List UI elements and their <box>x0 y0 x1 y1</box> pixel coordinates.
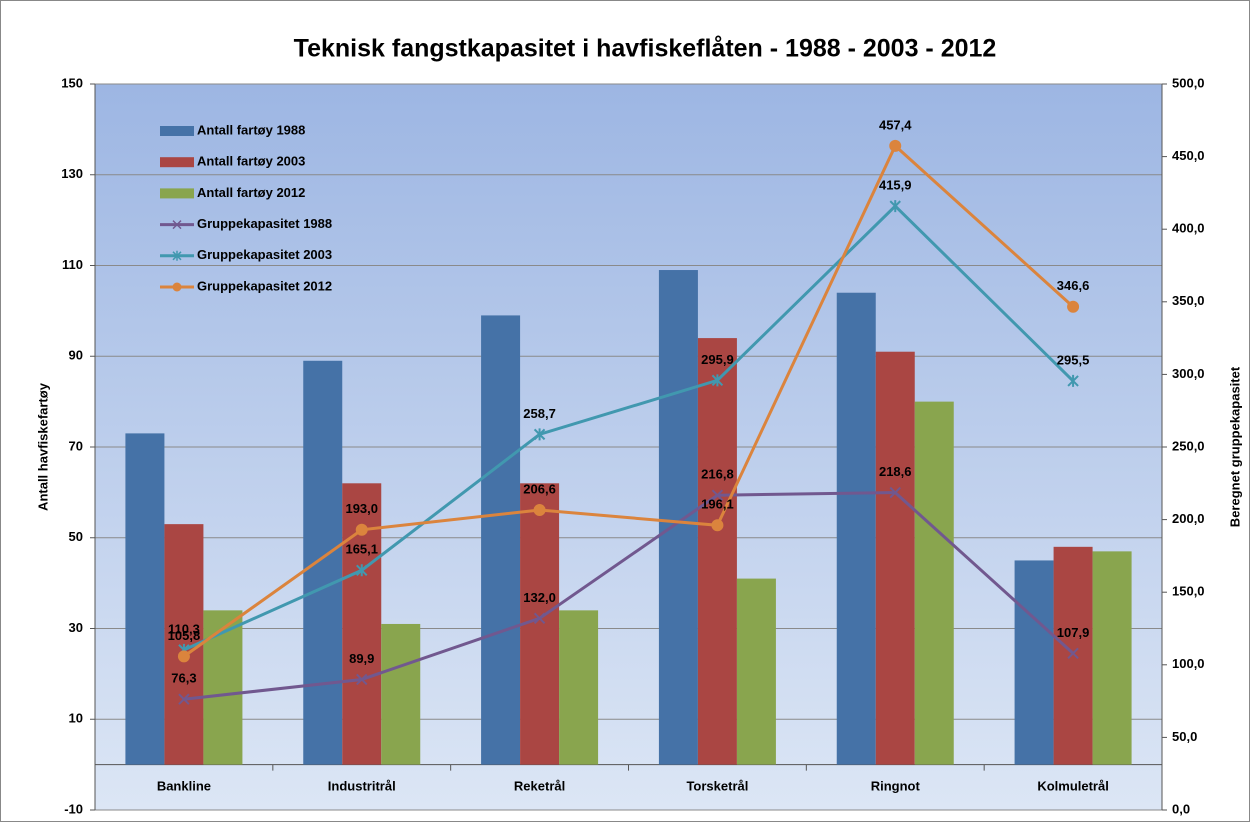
data-label: 76,3 <box>171 671 196 686</box>
bar <box>481 315 521 765</box>
line-marker <box>533 612 546 625</box>
line-marker <box>1067 300 1080 313</box>
legend-label: Gruppekapasitet 2012 <box>197 278 332 293</box>
line-marker <box>178 693 190 705</box>
y2-tick-label: 400,0 <box>1172 221 1205 236</box>
line-marker <box>177 650 190 663</box>
data-label: 110,3 <box>168 621 200 636</box>
y2-tick-label: 250,0 <box>1172 438 1205 453</box>
legend-label: Antall fartøy 1988 <box>197 122 305 137</box>
line-marker <box>889 139 902 152</box>
y-tick-label: 110 <box>62 257 83 272</box>
bar <box>836 292 876 765</box>
bar <box>1053 546 1093 765</box>
bar <box>736 578 776 765</box>
y2-axis-title: Beregnet gruppekapasitet <box>1227 366 1242 527</box>
bar <box>381 623 421 765</box>
bar <box>658 270 698 765</box>
x-tick-label: Kolmuletrål <box>1037 778 1109 793</box>
y-tick-label: 70 <box>69 438 83 453</box>
y-axis-title: Antall havfiskefartøy <box>35 382 50 511</box>
bar <box>914 401 954 765</box>
data-label: 457,4 <box>879 117 912 132</box>
legend-swatch <box>160 157 194 168</box>
line-marker <box>533 428 546 441</box>
x-tick-label: Bankline <box>157 778 211 793</box>
line-marker <box>711 374 724 387</box>
bar <box>303 360 343 765</box>
data-label: 415,9 <box>879 178 912 193</box>
y-tick-label: 30 <box>69 620 83 635</box>
line-marker <box>711 489 724 501</box>
bar <box>697 338 737 765</box>
legend-label: Antall fartøy 2012 <box>197 185 305 200</box>
y2-tick-label: 350,0 <box>1172 293 1205 308</box>
data-label: 132,0 <box>523 590 556 605</box>
line-marker <box>355 523 368 536</box>
y2-tick-label: 150,0 <box>1172 584 1205 599</box>
y2-tick-label: 0,0 <box>1172 801 1190 816</box>
bar <box>1014 560 1054 765</box>
legend-label: Antall fartøy 2003 <box>197 154 305 169</box>
legend-label: Gruppekapasitet 1988 <box>197 216 332 231</box>
data-label: 216,8 <box>701 467 734 482</box>
x-tick-label: Torsketrål <box>686 778 748 793</box>
data-label: 295,9 <box>701 352 734 367</box>
x-tick-label: Reketrål <box>514 778 565 793</box>
line <box>183 143 1075 658</box>
line-marker <box>356 564 368 577</box>
data-label: 258,7 <box>523 406 556 421</box>
y-tick-label: 150 <box>61 75 83 90</box>
y-tick-label: 90 <box>69 348 83 363</box>
line-marker <box>889 200 901 213</box>
x-tick-label: Ringnot <box>871 778 921 793</box>
line <box>183 204 1075 652</box>
line-marker <box>711 519 724 532</box>
bar <box>559 610 599 765</box>
line-marker <box>1067 374 1079 387</box>
data-label: 107,9 <box>1057 625 1090 640</box>
y2-tick-label: 50,0 <box>1172 729 1197 744</box>
data-label: 196,1 <box>701 497 734 512</box>
legend-swatch <box>160 188 194 199</box>
data-label: 165,1 <box>345 542 378 557</box>
data-label: 105,8 <box>168 628 201 643</box>
legend-label: Gruppekapasitet 2003 <box>197 247 332 262</box>
legend-swatch <box>172 282 182 292</box>
y2-tick-label: 100,0 <box>1172 656 1205 671</box>
bar <box>1092 551 1132 765</box>
y2-tick-label: 450,0 <box>1172 148 1205 163</box>
y-tick-label: -10 <box>64 801 83 816</box>
data-label: 193,0 <box>345 501 378 516</box>
legend-swatch <box>172 250 182 261</box>
data-label: 295,5 <box>1057 352 1090 367</box>
data-label: 89,9 <box>349 651 374 666</box>
y2-tick-label: 200,0 <box>1172 511 1205 526</box>
y-tick-label: 130 <box>61 166 83 181</box>
data-label: 206,6 <box>523 481 556 496</box>
line-marker <box>533 504 546 517</box>
y2-tick-label: 500,0 <box>1172 75 1205 90</box>
line-marker <box>1067 647 1079 660</box>
chart-title: Teknisk fangstkapasitet i havfiskeflåten… <box>294 35 997 63</box>
data-label: 218,6 <box>879 464 912 479</box>
y2-tick-label: 300,0 <box>1172 366 1205 381</box>
line-marker <box>356 673 368 686</box>
line <box>183 491 1075 701</box>
bar <box>875 351 915 765</box>
data-label: 346,6 <box>1057 278 1090 293</box>
y-tick-label: 50 <box>69 529 83 544</box>
legend-swatch <box>160 126 194 136</box>
y-tick-label: 10 <box>69 711 83 726</box>
legend-swatch <box>172 220 182 230</box>
bar <box>125 433 165 765</box>
line-marker <box>889 486 901 499</box>
x-tick-label: Industritrål <box>328 778 396 793</box>
